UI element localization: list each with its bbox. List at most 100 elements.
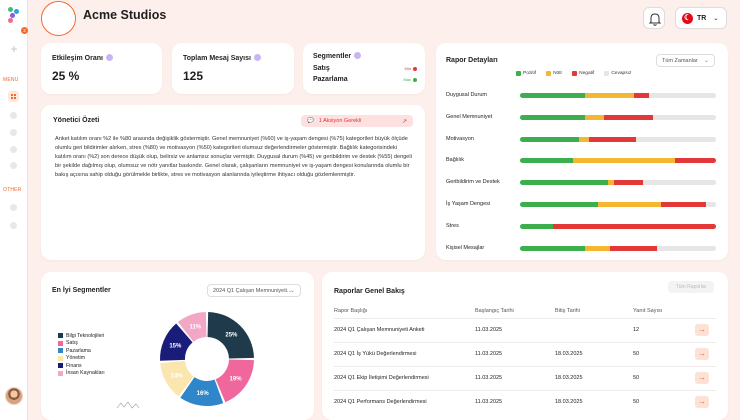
- dashboard-grid-icon[interactable]: [8, 91, 19, 102]
- max-badge: Max: [403, 77, 417, 82]
- open-report-button[interactable]: →: [695, 324, 709, 336]
- details-legend: Pozitif Nötr Negatif Cevapsız: [516, 71, 631, 76]
- report-detail-row: Motivasyon: [446, 135, 716, 145]
- table-row[interactable]: 2024 Q1 Ekip İletişimi Değerlendirmesi 11…: [334, 366, 716, 390]
- bar-segment: [614, 180, 644, 186]
- bar-segment: [520, 180, 609, 186]
- add-icon[interactable]: +: [10, 42, 18, 56]
- report-detail-row: Stres: [446, 222, 716, 232]
- row-label: Geribildirim ve Destek: [446, 179, 500, 186]
- legend-item: Pozitif: [516, 71, 536, 76]
- all-reports-button[interactable]: Tüm Raporlar: [668, 281, 714, 293]
- nav-item-icon[interactable]: [8, 144, 19, 155]
- bar-segment: [520, 202, 599, 207]
- survey-filter-dropdown[interactable]: 2024 Q1 Çalışan Memnuniyeti... ⌄: [207, 284, 301, 297]
- top-segments-card: En İyi Segmentler 2024 Q1 Çalışan Memnun…: [41, 272, 314, 420]
- reports-title: Raporlar Genel Bakış: [334, 288, 405, 295]
- donut-slice[interactable]: [180, 377, 224, 406]
- donut-slice-label: 16%: [197, 391, 210, 397]
- bar-segment: [604, 114, 654, 120]
- report-detail-row: Geribildirim ve Destek: [446, 178, 716, 188]
- legend-item: Negatif: [572, 71, 594, 76]
- segment-legend-item: İnsan Kaynakları: [58, 370, 105, 378]
- language-selector[interactable]: TR ⌄: [675, 7, 727, 29]
- bar-segment: [653, 114, 716, 120]
- card-title: Toplam Mesaj Sayısı: [183, 54, 261, 62]
- bar-segment: [706, 202, 716, 207]
- report-title: 2024 Q1 İş Yükü Değerlendirmesi: [334, 351, 417, 357]
- legend-label: Cevapsız: [611, 71, 632, 76]
- donut-slice[interactable]: [177, 312, 207, 342]
- app-logo-icon[interactable]: [8, 7, 20, 23]
- stacked-bar: [520, 245, 716, 251]
- language-code: TR: [697, 14, 707, 22]
- summary-text: Anket katılım oranı %2 ile %80 arasında …: [55, 136, 412, 179]
- table-row[interactable]: 2024 Q1 İş Yükü Değerlendirmesi 11.03.202…: [334, 342, 716, 366]
- legend-label: İnsan Kaynakları: [66, 370, 105, 377]
- bar-segment: [598, 202, 662, 207]
- chat-icon: 💬: [307, 118, 314, 124]
- bar-segment: [584, 114, 605, 120]
- nav-item-icon[interactable]: [8, 160, 19, 171]
- info-icon[interactable]: [253, 54, 261, 61]
- report-title: 2024 Q1 Ekip İletişimi Değerlendirmesi: [334, 375, 429, 381]
- action-required-button[interactable]: 💬 1 Aksiyon Gerekli ↗: [301, 115, 413, 127]
- participation-value: 25 %: [52, 69, 80, 83]
- reports-overview-card: Raporlar Genel Bakış Tüm Raporlar Rapor …: [322, 272, 728, 420]
- start-date: 11.03.2025: [475, 327, 503, 333]
- start-date: 11.03.2025: [475, 375, 503, 381]
- time-filter-dropdown[interactable]: Tüm Zamanlar ⌄: [656, 54, 715, 67]
- info-icon[interactable]: [354, 52, 362, 59]
- details-title: Rapor Detayları: [446, 57, 498, 64]
- notifications-button[interactable]: [643, 7, 665, 29]
- stacked-bar: [520, 202, 716, 207]
- stacked-bar: [520, 180, 716, 186]
- response-count: 50: [633, 351, 640, 357]
- nav-item-icon[interactable]: [8, 202, 19, 213]
- row-label: Stres: [446, 222, 459, 229]
- report-detail-row: Genel Memnuniyet: [446, 113, 716, 123]
- external-arrow-icon: ↗: [401, 118, 407, 125]
- nav-item-icon[interactable]: [8, 220, 19, 231]
- card-title: Segmentler: [313, 52, 362, 60]
- legend-label: Satış: [66, 340, 78, 347]
- segments-donut-chart: 25% 19% 16% 14% 15% 11%: [160, 312, 254, 406]
- segment-legend-item: Satış: [58, 340, 105, 348]
- org-name: Acme Studios: [83, 8, 167, 22]
- legend-label: Finans: [66, 362, 82, 369]
- response-count: 12: [633, 327, 640, 333]
- nav-item-icon[interactable]: [8, 110, 19, 121]
- open-report-button[interactable]: →: [695, 396, 709, 408]
- legend-label: Pazarlama: [66, 347, 91, 354]
- donut-slice-label: 14%: [171, 374, 184, 380]
- menu-section-label: MENU: [3, 77, 19, 83]
- info-icon[interactable]: [105, 54, 113, 61]
- bar-segment: [520, 158, 573, 164]
- open-report-button[interactable]: →: [695, 372, 709, 384]
- donut-slice[interactable]: [215, 359, 254, 403]
- stacked-bar: [520, 114, 716, 120]
- nav-item-icon[interactable]: [8, 127, 19, 138]
- legend-label: Nötr: [553, 71, 563, 76]
- legend-swatch: [58, 370, 63, 376]
- row-label: Bağlılık: [446, 157, 465, 164]
- donut-slice[interactable]: [160, 323, 193, 361]
- table-row[interactable]: 2024 Q1 Çalışan Memnuniyeti Anketi 11.03.…: [334, 318, 716, 342]
- legend-swatch: [572, 71, 578, 76]
- sidebar: 2 + MENU OTHER: [0, 0, 28, 420]
- open-report-button[interactable]: →: [695, 348, 709, 360]
- response-count: 50: [633, 375, 640, 381]
- bar-segment: [633, 93, 650, 98]
- start-date: 11.03.2025: [475, 399, 503, 405]
- bar-segment: [635, 136, 716, 142]
- legend-swatch: [516, 71, 521, 76]
- other-section-label: OTHER: [3, 187, 22, 193]
- donut-slice[interactable]: [207, 312, 254, 359]
- segments-card: Segmentler Satış Min Pazarlama Max: [303, 43, 425, 94]
- donut-slice[interactable]: [160, 360, 194, 397]
- bar-segment: [661, 202, 707, 207]
- table-row[interactable]: 2024 Q1 Performans Değerlendirmesi 11.03.…: [334, 390, 716, 414]
- user-avatar[interactable]: [5, 387, 23, 405]
- org-avatar[interactable]: [41, 1, 76, 36]
- bar-segment: [657, 245, 716, 251]
